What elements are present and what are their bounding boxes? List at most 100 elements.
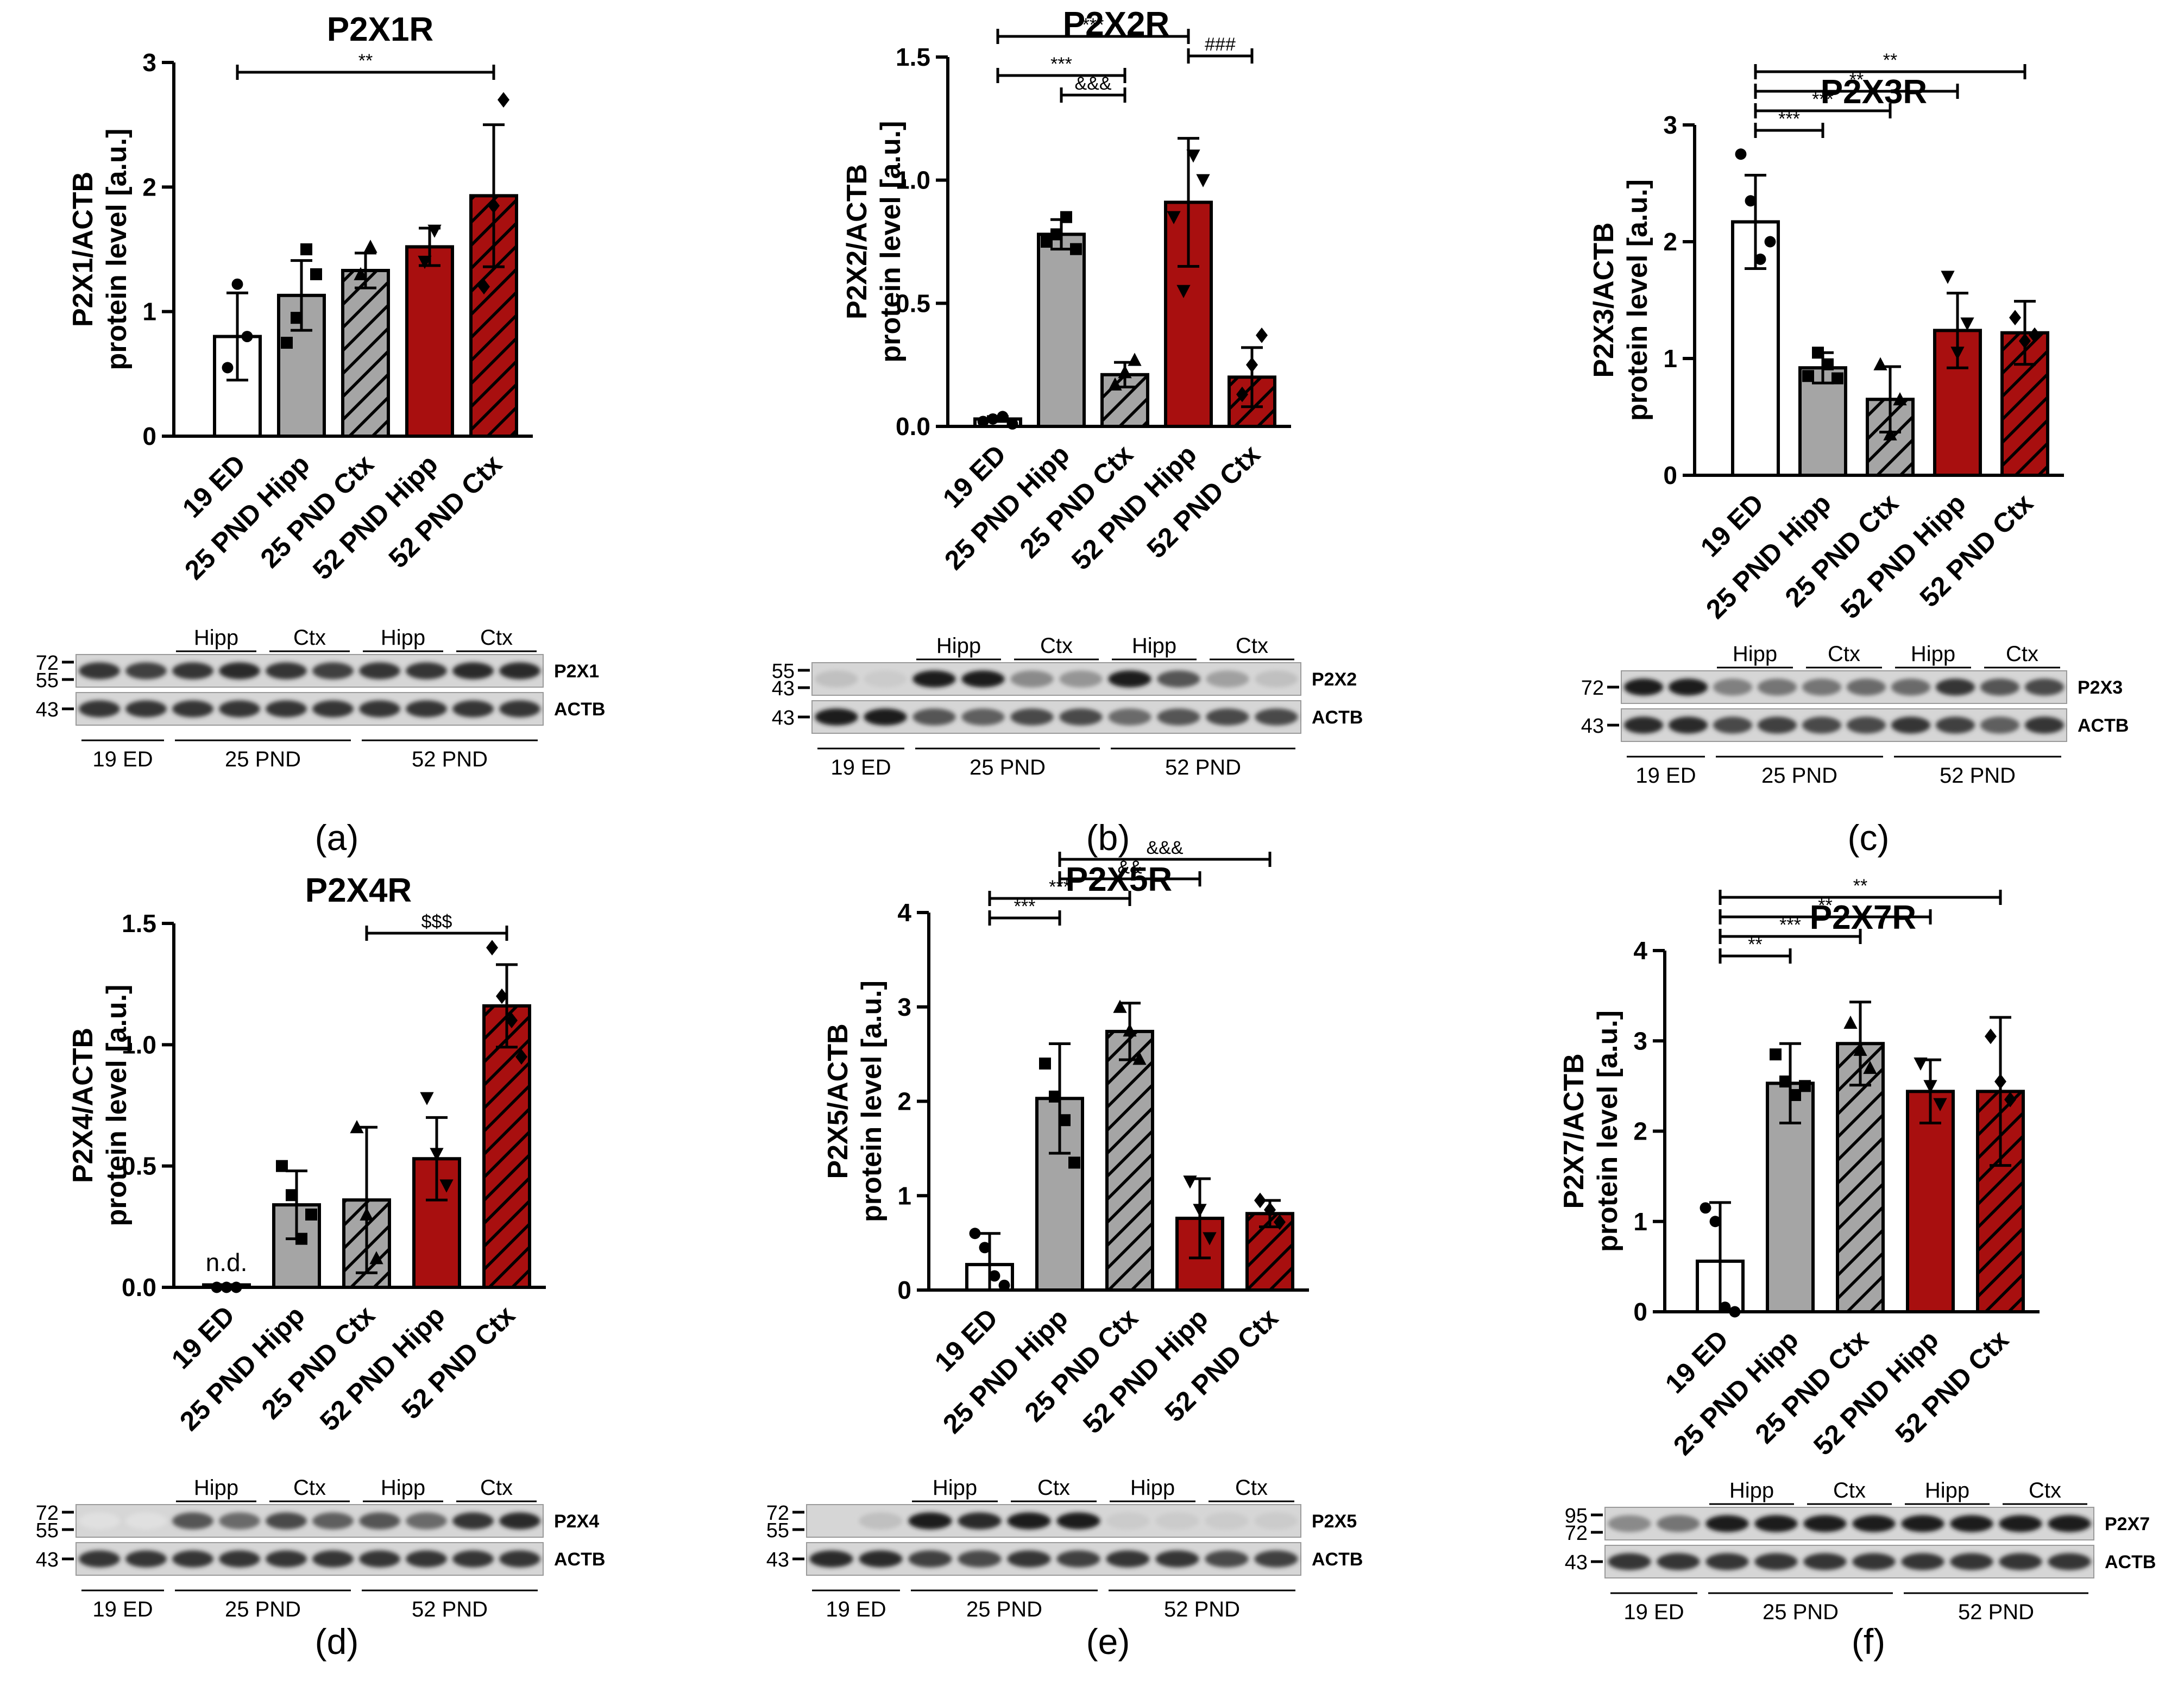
blot-band	[2024, 678, 2065, 696]
y-axis-label: P2X4/ACTB	[67, 1028, 99, 1183]
blot-band	[908, 1512, 952, 1530]
data-point	[1719, 1301, 1731, 1313]
blot-section-label: Ctx	[480, 626, 513, 650]
blot-band	[1668, 716, 1708, 734]
data-point	[286, 1189, 298, 1202]
blot-band	[2048, 1515, 2091, 1532]
blot-size-marker: 43	[36, 699, 59, 721]
blot-band	[809, 1512, 853, 1530]
y-tick-label: 0	[897, 1276, 911, 1304]
blot-section-label: Hipp	[1733, 642, 1777, 666]
blot-band	[1623, 716, 1664, 734]
blot-band	[1713, 716, 1753, 734]
y-tick-label: 4	[897, 898, 911, 927]
blot-band	[172, 662, 213, 680]
data-point	[1883, 427, 1897, 441]
blot-band	[219, 700, 260, 718]
data-point	[1950, 347, 1965, 360]
y-tick-label: 3	[897, 993, 911, 1021]
blot-group-label: 19 ED	[92, 1597, 153, 1621]
data-point	[211, 1281, 223, 1293]
y-tick-label: 1.0	[122, 1030, 156, 1059]
annotation-nd: n.d.	[206, 1248, 248, 1276]
data-point	[1113, 999, 1127, 1013]
data-point	[1933, 1098, 1947, 1111]
bar-f-2	[1836, 1042, 1885, 1314]
blot-band	[1608, 1515, 1651, 1532]
y-tick-label: 2	[142, 173, 156, 201]
blot-band	[1010, 670, 1054, 688]
blot-band	[266, 662, 307, 680]
blot-size-marker: 55	[36, 1519, 59, 1542]
blot-size-marker: 55	[36, 669, 59, 692]
blot-section-label: Hipp	[1911, 642, 1955, 666]
blot-band	[809, 1550, 853, 1568]
data-point	[1770, 1048, 1782, 1061]
data-point	[1822, 358, 1834, 370]
blot-band	[499, 1550, 540, 1568]
data-point	[1236, 386, 1248, 402]
blot-band	[815, 708, 858, 726]
blot-band	[359, 1550, 400, 1568]
y-axis-label: P2X3/ACTB	[1588, 222, 1620, 378]
y-tick-label: 2	[897, 1087, 911, 1116]
blot-size-marker: 55	[766, 1519, 789, 1542]
y-axis-label: P2X5/ACTB	[822, 1023, 854, 1179]
data-point	[2004, 1092, 2016, 1108]
blot-band	[1754, 1553, 1798, 1570]
blot-section-label: Hipp	[381, 626, 425, 650]
data-point	[1118, 365, 1132, 379]
blot-section-label: Ctx	[480, 1476, 513, 1500]
data-point	[1167, 211, 1181, 224]
data-point	[360, 1207, 374, 1221]
data-point	[1843, 1015, 1858, 1029]
blot-band	[359, 700, 400, 718]
y-tick-label: 3	[1663, 111, 1677, 139]
blot-row-label: P2X1	[554, 661, 599, 682]
y-tick-label: 0.5	[896, 289, 930, 317]
blot-section-label: Hipp	[381, 1476, 425, 1500]
blot-band	[1254, 1512, 1298, 1530]
blot-band	[1059, 708, 1103, 726]
blot-section-label: Ctx	[1235, 1476, 1268, 1500]
blot-group-label: 25 PND	[970, 756, 1046, 779]
blot-band	[1205, 1550, 1249, 1568]
data-point	[1729, 1306, 1741, 1318]
y-tick-label: 1	[1663, 344, 1677, 373]
data-point	[1256, 327, 1268, 343]
blot-section-label: Hipp	[936, 634, 981, 658]
blot-group-label: 52 PND	[1164, 1597, 1240, 1621]
blot-band	[499, 1512, 540, 1530]
data-point	[506, 1012, 518, 1028]
significance-label: $$$	[421, 911, 452, 932]
blot-group-label: 52 PND	[1958, 1600, 2034, 1624]
blot-band	[1802, 678, 1842, 696]
panel-label: (e)	[1086, 1621, 1130, 1662]
blot-band	[1007, 1550, 1051, 1568]
y-tick-label: 4	[1633, 936, 1647, 965]
y-tick-label: 0.0	[896, 412, 930, 441]
y-tick-label: 3	[1633, 1027, 1647, 1055]
blot-band	[219, 662, 260, 680]
data-point	[1123, 1023, 1137, 1037]
blot-band	[172, 1550, 213, 1568]
data-point	[1745, 195, 1757, 207]
significance-label: **	[358, 51, 373, 71]
data-point	[420, 1092, 434, 1105]
data-point	[418, 255, 432, 269]
blot-row-label: ACTB	[1312, 707, 1363, 728]
blot-band	[219, 1550, 260, 1568]
blot-band	[1254, 1550, 1298, 1568]
data-point	[230, 1281, 242, 1293]
blot-section-label: Ctx	[293, 1476, 326, 1500]
data-point	[1700, 1202, 1711, 1214]
data-point	[1831, 372, 1843, 385]
data-point	[350, 1120, 364, 1134]
data-point	[222, 362, 234, 374]
blot-band	[359, 1512, 400, 1530]
panel-label: (f)	[1852, 1621, 1885, 1662]
